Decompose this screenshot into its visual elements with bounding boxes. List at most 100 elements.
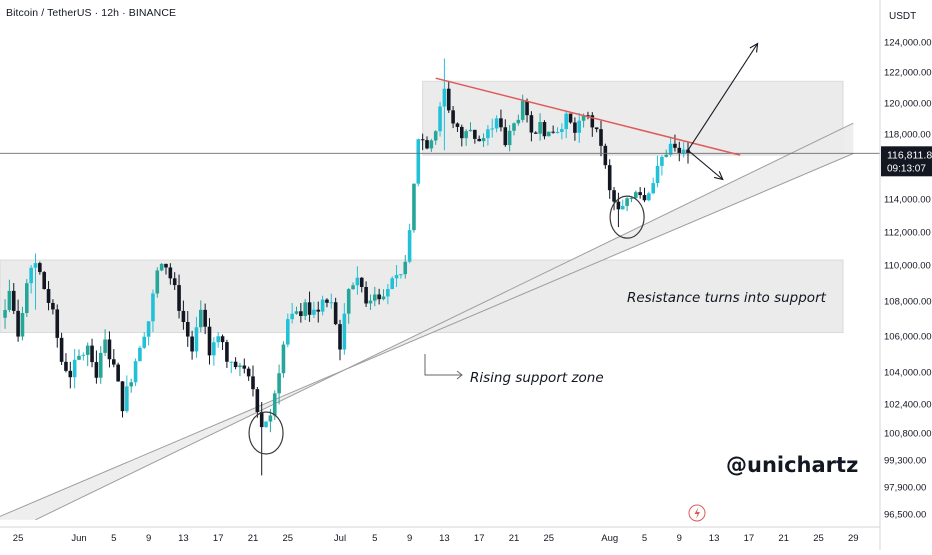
candle[interactable] xyxy=(25,279,29,318)
candle[interactable] xyxy=(81,352,86,361)
candle[interactable] xyxy=(481,133,486,147)
candle[interactable] xyxy=(442,58,447,151)
candle[interactable] xyxy=(29,264,33,294)
candle[interactable] xyxy=(194,316,199,358)
candle[interactable] xyxy=(473,129,477,144)
candle[interactable] xyxy=(399,273,403,279)
candle[interactable] xyxy=(168,263,173,285)
candle[interactable] xyxy=(246,366,251,381)
candle[interactable] xyxy=(333,297,338,326)
candle[interactable] xyxy=(72,348,77,389)
candle[interactable] xyxy=(555,127,560,134)
candle[interactable] xyxy=(107,331,112,368)
candle[interactable] xyxy=(681,141,686,158)
candle[interactable] xyxy=(429,138,434,152)
candle[interactable] xyxy=(477,135,481,142)
candle[interactable] xyxy=(390,276,394,290)
candle[interactable] xyxy=(281,341,286,378)
candle[interactable] xyxy=(586,111,590,120)
candle[interactable] xyxy=(68,361,73,389)
candle[interactable] xyxy=(133,358,138,387)
candle[interactable] xyxy=(185,311,190,347)
candle[interactable] xyxy=(151,289,155,332)
candle[interactable] xyxy=(460,124,464,147)
candle[interactable] xyxy=(325,298,329,308)
candle[interactable] xyxy=(199,300,203,333)
candle[interactable] xyxy=(312,301,316,318)
candle[interactable] xyxy=(634,190,638,200)
candle[interactable] xyxy=(172,272,177,291)
candle[interactable] xyxy=(503,119,508,147)
candle[interactable] xyxy=(103,329,107,357)
candle[interactable] xyxy=(129,378,133,393)
candle[interactable] xyxy=(573,117,577,141)
candle[interactable] xyxy=(351,282,355,290)
candle[interactable] xyxy=(20,306,25,341)
candle[interactable] xyxy=(394,265,399,288)
candle[interactable] xyxy=(486,125,490,146)
candle[interactable] xyxy=(125,375,129,413)
candle[interactable] xyxy=(686,142,690,164)
candle[interactable] xyxy=(407,223,412,264)
candle[interactable] xyxy=(403,255,408,279)
candle[interactable] xyxy=(377,288,381,305)
candle[interactable] xyxy=(229,361,234,374)
candle[interactable] xyxy=(238,362,242,377)
candle[interactable] xyxy=(499,109,503,132)
candle[interactable] xyxy=(416,138,421,187)
candle[interactable] xyxy=(642,187,647,203)
candle[interactable] xyxy=(490,118,495,138)
candle[interactable] xyxy=(533,131,538,134)
candle[interactable] xyxy=(303,299,307,320)
candle[interactable] xyxy=(612,187,616,211)
candle[interactable] xyxy=(55,304,60,348)
candle[interactable] xyxy=(51,299,55,315)
candle[interactable] xyxy=(90,338,94,368)
candle[interactable] xyxy=(203,303,207,335)
candle[interactable] xyxy=(155,267,160,298)
candle[interactable] xyxy=(138,345,142,362)
candle[interactable] xyxy=(647,191,651,202)
candle[interactable] xyxy=(277,364,281,405)
candle[interactable] xyxy=(294,306,299,315)
candle[interactable] xyxy=(464,129,468,146)
candle[interactable] xyxy=(259,402,264,476)
candle[interactable] xyxy=(120,381,125,418)
candle[interactable] xyxy=(112,349,116,368)
candle[interactable] xyxy=(516,114,521,126)
candle[interactable] xyxy=(373,286,377,307)
candle[interactable] xyxy=(529,111,534,142)
candle[interactable] xyxy=(77,349,81,361)
candle[interactable] xyxy=(146,321,151,346)
candle[interactable] xyxy=(338,319,342,361)
candle[interactable] xyxy=(455,122,460,132)
candle[interactable] xyxy=(520,94,525,123)
candle[interactable] xyxy=(355,266,360,295)
candle[interactable] xyxy=(603,143,608,169)
candle[interactable] xyxy=(33,253,38,310)
candle[interactable] xyxy=(507,125,512,152)
candle[interactable] xyxy=(290,302,294,324)
candle[interactable] xyxy=(412,183,416,233)
candle[interactable] xyxy=(220,334,225,351)
candle[interactable] xyxy=(46,281,51,311)
candle[interactable] xyxy=(142,332,147,350)
candle[interactable] xyxy=(225,339,229,368)
candle[interactable] xyxy=(420,133,425,151)
candle[interactable] xyxy=(564,110,568,139)
candle[interactable] xyxy=(3,299,7,329)
candle[interactable] xyxy=(607,159,612,199)
candle[interactable] xyxy=(216,332,220,348)
candle[interactable] xyxy=(468,122,473,132)
candle[interactable] xyxy=(381,289,386,301)
candle[interactable] xyxy=(299,303,303,323)
candle[interactable] xyxy=(242,358,247,374)
time-axis[interactable]: 25 Jun 5 9 13 17 21 25 Jul 5 9 13 17 21 25 Aug 5 9 13 17 21 2… xyxy=(0,526,880,544)
candle[interactable] xyxy=(446,80,451,113)
candle[interactable] xyxy=(425,136,429,150)
candle[interactable] xyxy=(207,318,212,365)
candle[interactable] xyxy=(538,113,542,141)
candle[interactable] xyxy=(98,346,103,384)
